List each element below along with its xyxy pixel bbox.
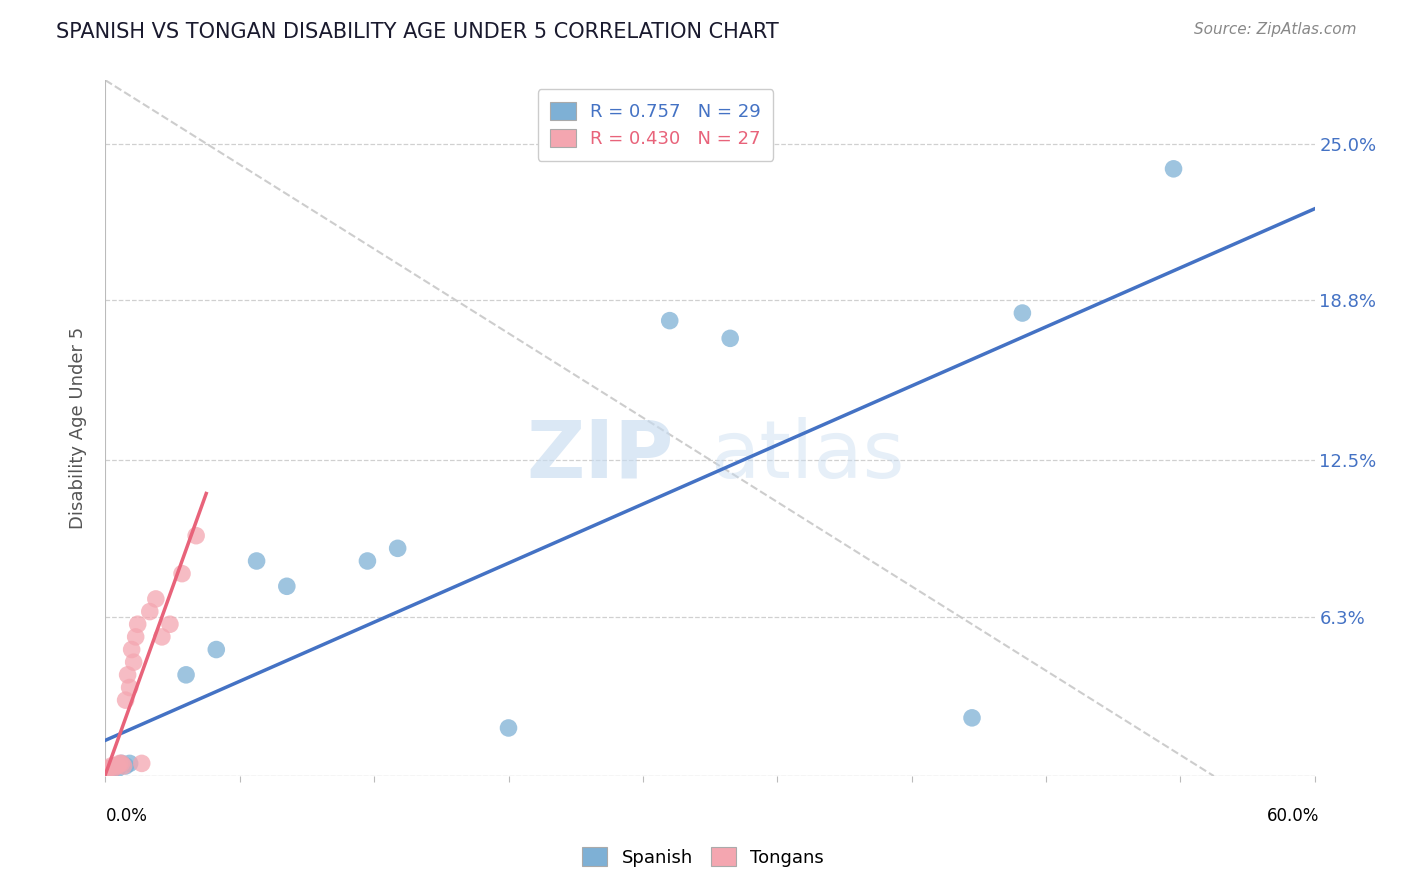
Point — [100, 764, 122, 778]
Point — [205, 642, 228, 657]
Point — [98, 761, 121, 775]
Point — [658, 313, 681, 327]
Text: SPANISH VS TONGAN DISABILITY AGE UNDER 5 CORRELATION CHART: SPANISH VS TONGAN DISABILITY AGE UNDER 5… — [56, 22, 779, 42]
Point — [110, 756, 132, 771]
Point — [114, 759, 136, 773]
Point — [139, 605, 162, 619]
Point — [96, 761, 118, 775]
Text: ZIP: ZIP — [526, 417, 673, 495]
Point — [145, 591, 167, 606]
Text: 0.0%: 0.0% — [105, 807, 148, 825]
Legend: Spanish, Tongans: Spanish, Tongans — [575, 840, 831, 874]
Point — [1163, 161, 1185, 176]
Point — [150, 630, 173, 644]
Point — [98, 761, 121, 775]
Point — [131, 756, 153, 771]
Point — [103, 761, 125, 775]
Point — [103, 761, 125, 775]
Point — [186, 529, 208, 543]
Point — [104, 759, 127, 773]
Point — [112, 759, 135, 773]
Point — [110, 756, 132, 771]
Text: atlas: atlas — [710, 417, 904, 495]
Point — [118, 756, 141, 771]
Point — [107, 759, 129, 773]
Point — [104, 759, 127, 773]
Point — [118, 681, 141, 695]
Point — [122, 655, 145, 669]
Point — [108, 756, 131, 771]
Point — [117, 668, 139, 682]
Point — [124, 630, 148, 644]
Text: Source: ZipAtlas.com: Source: ZipAtlas.com — [1194, 22, 1357, 37]
Point — [174, 668, 197, 682]
Point — [100, 759, 122, 773]
Point — [960, 711, 983, 725]
Point — [1011, 306, 1033, 320]
Point — [121, 642, 143, 657]
Point — [114, 693, 136, 707]
Point — [159, 617, 181, 632]
Text: 60.0%: 60.0% — [1267, 807, 1319, 825]
Y-axis label: Disability Age Under 5: Disability Age Under 5 — [69, 327, 87, 529]
Point — [498, 721, 520, 735]
Point — [276, 579, 298, 593]
Point — [170, 566, 193, 581]
Point — [96, 764, 118, 778]
Point — [246, 554, 269, 568]
Point — [718, 331, 741, 345]
Point — [107, 761, 129, 775]
Point — [356, 554, 378, 568]
Point — [127, 617, 149, 632]
Point — [387, 541, 409, 556]
Legend: R = 0.757   N = 29, R = 0.430   N = 27: R = 0.757 N = 29, R = 0.430 N = 27 — [537, 89, 773, 161]
